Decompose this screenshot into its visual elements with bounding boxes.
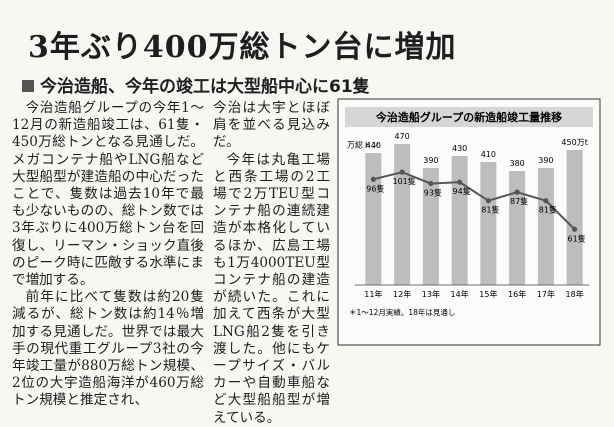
- body-column: 今治造船グループの今年1～12月の新造船竣工は、61隻・450万総トンとなる見通…: [12, 100, 204, 410]
- x-tick-label: 12年: [393, 289, 411, 299]
- x-tick-label: 17年: [537, 289, 555, 299]
- bar: [451, 156, 468, 285]
- line-value-label: 101隻: [392, 176, 415, 186]
- bar-value-label: 410: [481, 150, 496, 159]
- bar: [480, 162, 497, 285]
- bar-value-label: 430: [452, 144, 467, 153]
- line-value-label: 87隻: [510, 196, 528, 206]
- y-axis-label: 万総トン: [347, 140, 379, 150]
- x-tick-label: 15年: [479, 289, 497, 299]
- bar-value-label: 390: [538, 156, 553, 165]
- paragraph: 今年は丸亀工場と西条工場の2工場で2万TEU型コンテナ船の連続建造が本格化してい…: [213, 151, 330, 426]
- ship-count-marker: [572, 226, 578, 232]
- bar: [394, 144, 411, 285]
- chart: 今治造船グループの新造船竣工量推移 万総トン 440 11年 470 12年 390 13…: [337, 98, 601, 346]
- paragraph: 前年に比べて隻数は約20隻減るが、総トン数は約14％増加する見通しだ。世界では最…: [12, 289, 204, 409]
- bar-value-label: 380: [509, 159, 524, 168]
- body-column: 今治は大宇とほぼ肩を並べる見込みだ。 今年は丸亀工場と西条工場の2工場で2万TE…: [213, 100, 330, 427]
- x-tick-label: 18年: [566, 289, 584, 299]
- bar: [365, 153, 382, 285]
- ship-count-line: [373, 171, 576, 230]
- ship-count-marker: [399, 169, 405, 175]
- bar-value-label: 390: [423, 156, 438, 165]
- chart-title: 今治造船グループの新造船竣工量推移: [375, 110, 562, 124]
- ship-count-marker: [457, 179, 463, 185]
- bar-value-label: 450万t: [561, 138, 587, 147]
- paragraph: 今治は大宇とほぼ肩を並べる見込みだ。: [213, 100, 330, 151]
- bar-value-label: 470: [394, 132, 409, 141]
- line-value-label: 96隻: [366, 183, 384, 193]
- x-tick-label: 11年: [364, 289, 382, 299]
- title-band: [345, 107, 593, 127]
- ship-count-marker: [370, 176, 376, 182]
- ship-count-marker: [543, 198, 549, 204]
- subheadline-text: 今治造船、今年の竣工は大型船中心に61隻: [40, 77, 370, 97]
- bar-value-label: 440: [366, 141, 381, 150]
- line-value-label: 81隻: [481, 205, 499, 215]
- x-tick-label: 16年: [508, 289, 526, 299]
- line-value-label: 61隻: [568, 233, 586, 243]
- ship-count-marker: [428, 180, 434, 187]
- paragraph: 今治造船グループの今年1～12月の新造船竣工は、61隻・450万総トンとなる見通…: [12, 100, 204, 289]
- x-tick-label: 14年: [451, 289, 469, 299]
- headline: 3年ぶり400万総トン台に増加: [28, 30, 457, 65]
- bar: [566, 150, 583, 285]
- bullet-icon: [22, 80, 34, 92]
- bar: [537, 168, 554, 285]
- ship-count-marker: [514, 189, 520, 195]
- line-value-label: 94隻: [453, 186, 471, 196]
- chart-frame: [337, 98, 601, 346]
- subheadline: 今治造船、今年の竣工は大型船中心に61隻: [22, 72, 370, 97]
- bar: [509, 171, 526, 285]
- line-value-label: 81隻: [539, 205, 557, 215]
- x-tick-label: 13年: [422, 289, 440, 299]
- ship-count-marker: [485, 198, 491, 204]
- page: 3年ぶり400万総トン台に増加 今治造船、今年の竣工は大型船中心に61隻 今治造…: [12, 30, 601, 426]
- footnote: ＊1～12月実績。18年は見通し: [349, 307, 455, 317]
- bar: [422, 168, 439, 285]
- line-value-label: 93隻: [424, 188, 442, 198]
